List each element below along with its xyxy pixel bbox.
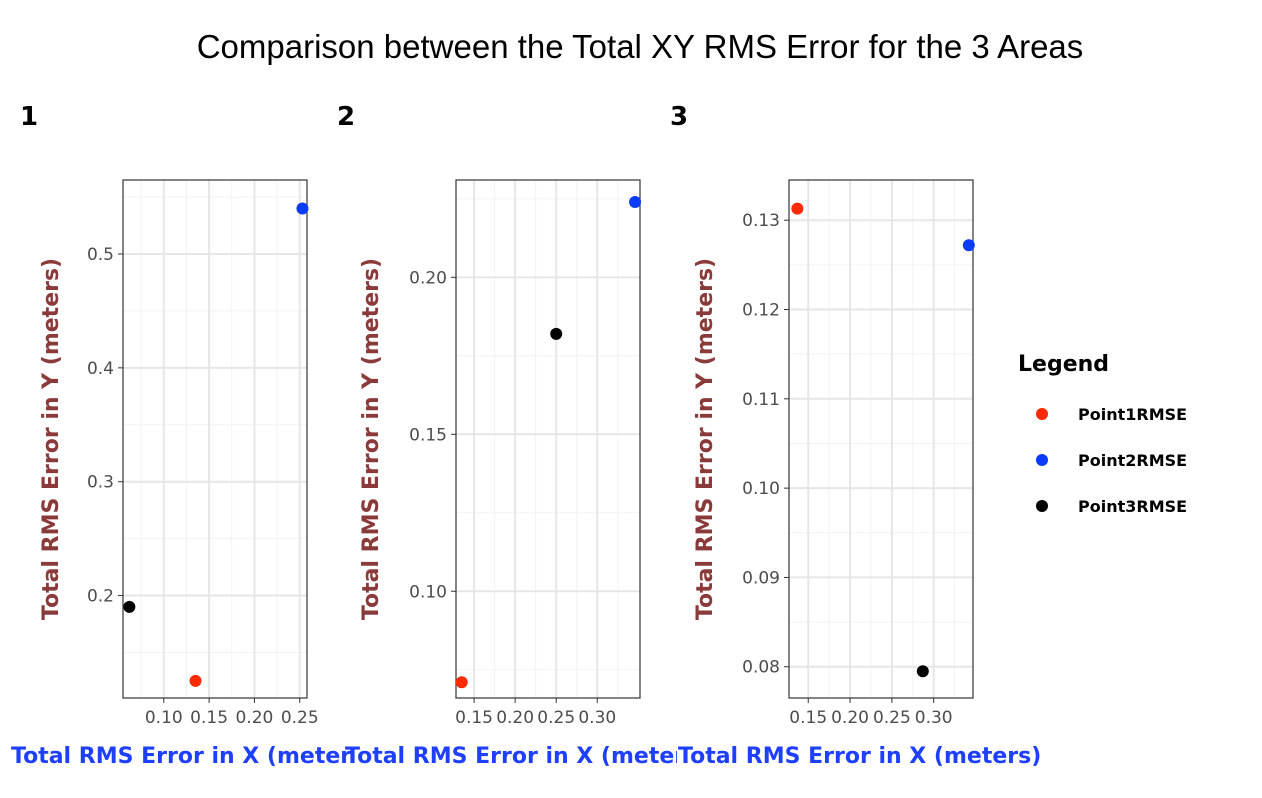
legend-swatch-point3rmse — [1036, 500, 1048, 512]
x-tick-label: 0.20 — [235, 708, 273, 728]
panel-border — [122, 179, 308, 699]
legend-label-point3rmse: Point3RMSE — [1078, 497, 1187, 516]
y-tick-label: 0.11 — [742, 390, 780, 410]
data-point-point2rmse — [296, 202, 309, 215]
legend-title: Legend — [1018, 352, 1109, 377]
panel-1: 1 0.2 0.3 0.4 0.5 0.10 0.15 0.20 0.25 Total RMS E… — [11, 102, 374, 769]
data-point-point3rmse — [916, 665, 929, 678]
x-tick-label: 0.25 — [537, 708, 575, 728]
x-axis-label: Total RMS Error in X (meters) — [678, 744, 1041, 769]
x-axis-label: Total RMS Error in X (meters) — [345, 744, 708, 769]
x-tick-label: 0.25 — [281, 708, 319, 728]
x-tick-label: 0.20 — [831, 708, 869, 728]
panel-tag: 1 — [20, 102, 38, 132]
x-tick-label: 0.30 — [915, 708, 953, 728]
y-tick-label: 0.08 — [742, 658, 780, 678]
y-tick-label: 0.20 — [409, 268, 447, 288]
legend-label-point1rmse: Point1RMSE — [1078, 405, 1187, 424]
x-tick-label: 0.30 — [578, 708, 616, 728]
y-tick-label: 0.13 — [742, 211, 780, 231]
legend-swatch-point2rmse — [1036, 454, 1048, 466]
y-tick-label: 0.5 — [87, 245, 114, 265]
y-tick-label: 0.10 — [742, 479, 780, 499]
x-tick-label: 0.20 — [496, 708, 534, 728]
x-tick-label: 0.15 — [190, 708, 228, 728]
data-point-point1rmse — [791, 202, 804, 215]
y-axis-label: Total RMS Error in Y (meters) — [39, 258, 64, 620]
data-point-point1rmse — [189, 674, 202, 687]
x-axis-label: Total RMS Error in X (meters) — [11, 744, 374, 769]
x-tick-label: 0.10 — [145, 708, 183, 728]
y-tick-label: 0.10 — [409, 582, 447, 602]
legend-label-point2rmse: Point2RMSE — [1078, 451, 1187, 470]
panel-tag: 3 — [670, 102, 688, 132]
y-tick-label: 0.4 — [87, 359, 114, 379]
panel-border — [788, 179, 974, 699]
y-axis-label: Total RMS Error in Y (meters) — [693, 258, 718, 620]
panel-tag: 2 — [337, 102, 355, 132]
data-point-point2rmse — [962, 239, 975, 252]
chart-title: Comparison between the Total XY RMS Erro… — [197, 28, 1084, 65]
data-point-point3rmse — [550, 327, 563, 340]
data-point-point3rmse — [123, 600, 136, 613]
x-tick-label: 0.15 — [789, 708, 827, 728]
data-point-point1rmse — [455, 676, 468, 689]
legend: Legend Point1RMSE Point2RMSE Point3RMSE — [1018, 352, 1187, 516]
legend-swatch-point1rmse — [1036, 408, 1048, 420]
y-tick-label: 0.2 — [87, 587, 114, 607]
y-tick-label: 0.09 — [742, 568, 780, 588]
panel-border — [455, 179, 641, 699]
x-tick-label: 0.25 — [873, 708, 911, 728]
y-tick-label: 0.12 — [742, 301, 780, 321]
y-tick-label: 0.15 — [409, 425, 447, 445]
panel-3: 3 0.08 0.09 0.10 0.11 0.12 0.13 0.15 0.20 0.25 0.3… — [670, 102, 1041, 769]
y-axis-label: Total RMS Error in Y (meters) — [359, 258, 384, 620]
y-tick-label: 0.3 — [87, 473, 114, 493]
data-point-point2rmse — [629, 195, 642, 208]
x-tick-label: 0.15 — [455, 708, 493, 728]
